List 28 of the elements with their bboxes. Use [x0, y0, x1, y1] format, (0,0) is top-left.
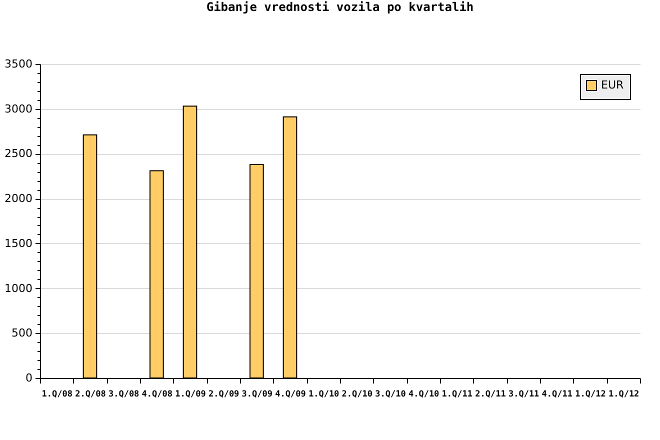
y-tick-label: 1000 [4, 282, 32, 295]
y-tick-label: 500 [12, 326, 32, 340]
legend-label: EUR [601, 78, 624, 92]
x-tick-label: 3.Q/11 [508, 390, 540, 400]
y-tick-label: 1500 [4, 236, 32, 250]
x-tick-label: 2.Q/10 [342, 390, 373, 400]
x-tick-label: 2.Q/09 [208, 390, 240, 400]
y-tick-label: 3000 [4, 102, 32, 116]
x-tick-label: 4.Q/09 [275, 390, 306, 400]
x-tick-label: 4.Q/10 [408, 390, 440, 400]
y-tick-label: 2000 [4, 192, 32, 206]
x-tick-label: 3.Q/09 [242, 390, 273, 400]
x-tick-label: 2.Q/08 [75, 390, 106, 400]
y-tick-label: 2500 [4, 147, 32, 160]
y-tick-label: 3500 [4, 58, 32, 70]
x-tick-label: 1.Q/12 [575, 390, 606, 400]
x-tick-label: 4.Q/11 [542, 390, 573, 400]
x-tick-label: 2.Q/11 [475, 390, 506, 400]
x-tick-label: 1.Q/08 [42, 390, 73, 400]
y-tick-label: 0 [26, 372, 32, 384]
chart-title: Gibanje vrednosti vozila po kvartalih [206, 0, 474, 14]
x-tick-label: 4.Q/08 [142, 390, 173, 400]
x-tick-label: 1.Q/11 [442, 390, 473, 400]
x-tick-label: 1.Q/09 [175, 390, 206, 400]
x-tick-label: 3.Q/10 [375, 390, 406, 400]
x-tick-label: 1.Q/12 [608, 390, 640, 400]
x-tick-label: 1.Q/10 [308, 390, 340, 400]
x-tick-label: 3.Q/08 [108, 390, 140, 400]
